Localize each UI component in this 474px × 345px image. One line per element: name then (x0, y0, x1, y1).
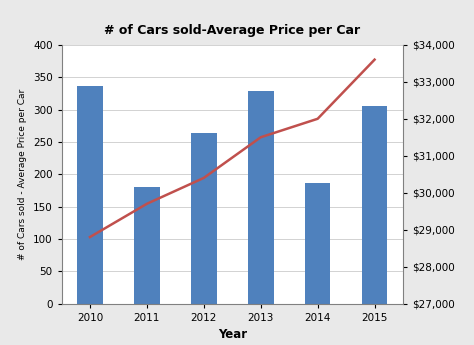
Bar (248, 91, 273, 304)
Bar (191, 133, 217, 304)
Y-axis label: # of Cars sold - Average Price per Car: # of Cars sold - Average Price per Car (18, 89, 27, 260)
Bar (305, 183, 330, 304)
Title: # of Cars sold-Average Price per Car: # of Cars sold-Average Price per Car (104, 24, 360, 37)
Bar (362, 106, 387, 304)
X-axis label: Year: Year (218, 328, 247, 341)
Bar (77, 86, 103, 304)
Bar (134, 187, 160, 304)
